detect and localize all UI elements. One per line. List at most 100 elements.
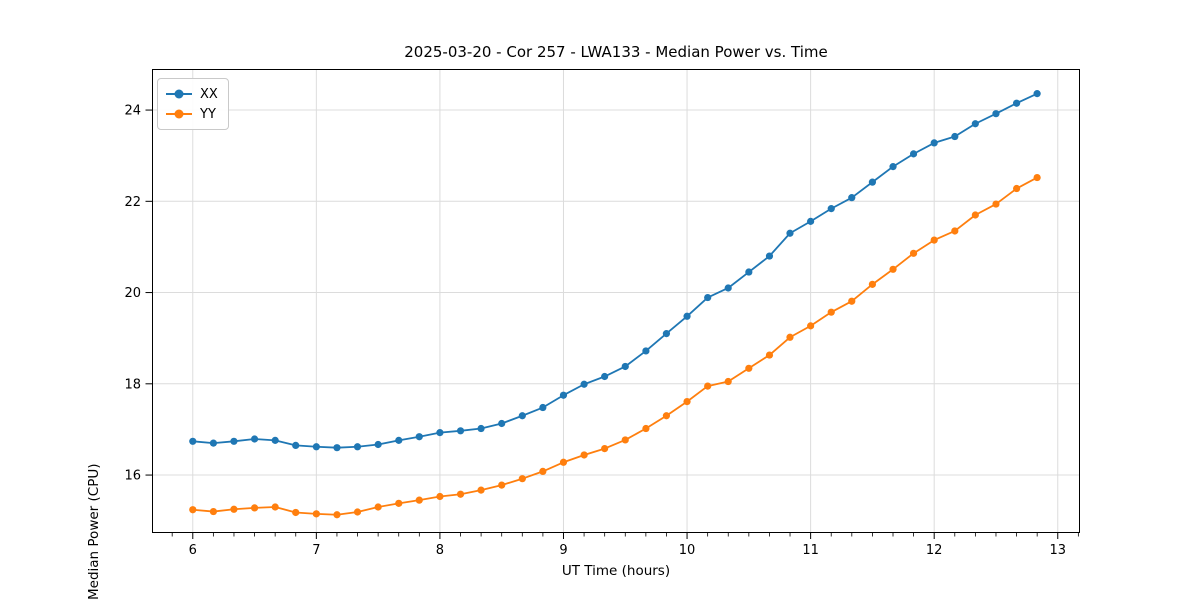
data-point-yy xyxy=(333,511,341,519)
data-point-xx xyxy=(230,437,238,445)
data-point-xx xyxy=(333,444,341,452)
data-point-yy xyxy=(786,333,794,341)
data-point-yy xyxy=(621,436,629,444)
legend-label-yy: YY xyxy=(200,106,216,122)
data-point-yy xyxy=(848,297,856,305)
x-axis-label: UT Time (hours) xyxy=(561,563,671,579)
y-tick-label: 20 xyxy=(124,286,141,301)
series-xx-line-marker-icon xyxy=(166,89,192,99)
data-point-xx xyxy=(662,330,671,338)
data-point-xx xyxy=(807,217,815,225)
data-point-xx xyxy=(724,284,732,292)
data-point-yy xyxy=(889,265,897,273)
legend-label-xx: XX xyxy=(200,86,218,102)
data-point-xx xyxy=(642,347,650,355)
data-point-yy xyxy=(436,492,444,501)
data-point-xx xyxy=(1013,99,1021,107)
data-point-yy xyxy=(189,506,197,514)
data-point-xx xyxy=(786,229,794,237)
data-point-yy xyxy=(312,510,320,518)
data-point-yy xyxy=(704,382,712,390)
data-point-yy xyxy=(209,507,218,516)
data-point-yy xyxy=(518,475,526,483)
data-point-yy xyxy=(374,503,382,511)
data-point-yy xyxy=(683,398,691,406)
data-point-xx xyxy=(250,435,259,443)
data-point-yy xyxy=(642,424,650,433)
data-point-xx xyxy=(745,268,753,276)
data-point-xx xyxy=(909,150,918,158)
data-point-xx xyxy=(189,437,197,445)
data-point-xx xyxy=(683,312,691,320)
y-tick-label: 24 xyxy=(124,104,141,119)
data-point-yy xyxy=(559,458,568,466)
data-point-xx xyxy=(868,178,877,186)
data-point-yy xyxy=(745,364,753,372)
data-point-yy xyxy=(271,503,279,511)
data-point-yy xyxy=(827,308,835,316)
data-point-xx xyxy=(353,443,362,451)
data-point-xx xyxy=(1033,90,1041,98)
legend-item-xx: XX xyxy=(166,84,218,104)
data-point-yy xyxy=(539,467,547,476)
data-point-yy xyxy=(230,505,238,513)
series-line-xx xyxy=(192,92,1038,449)
data-point-yy xyxy=(250,504,259,512)
data-point-xx xyxy=(395,436,403,444)
data-point-xx xyxy=(436,429,444,437)
data-point-xx xyxy=(930,139,938,147)
data-point-xx xyxy=(477,424,485,433)
data-point-yy xyxy=(498,481,506,489)
data-point-xx xyxy=(456,427,465,435)
data-point-xx xyxy=(827,205,835,213)
data-point-yy xyxy=(971,211,979,219)
data-point-yy xyxy=(601,444,609,453)
data-point-yy xyxy=(868,280,877,288)
data-point-xx xyxy=(209,439,218,447)
x-tick-label: 8 xyxy=(436,543,444,558)
x-tick-label: 11 xyxy=(802,543,819,558)
data-point-xx xyxy=(848,194,856,202)
series-line-yy xyxy=(192,176,1038,516)
x-tick-label: 13 xyxy=(1049,543,1066,558)
data-point-xx xyxy=(992,110,1000,118)
series-yy-line-marker-icon xyxy=(166,109,192,119)
data-point-yy xyxy=(765,351,774,359)
axes-spines xyxy=(152,69,1080,533)
x-tick-label: 6 xyxy=(189,543,197,558)
legend-item-yy: YY xyxy=(166,104,218,124)
data-point-xx xyxy=(971,120,979,128)
data-point-xx xyxy=(518,412,526,420)
data-point-yy xyxy=(1013,184,1021,193)
data-point-xx xyxy=(539,403,547,412)
y-tick-label: 16 xyxy=(124,469,141,484)
x-tick-label: 7 xyxy=(312,543,320,558)
data-point-yy xyxy=(930,236,938,244)
data-point-xx xyxy=(292,441,300,450)
data-point-yy xyxy=(477,486,485,494)
x-tick-label: 9 xyxy=(559,543,567,558)
data-point-yy xyxy=(353,508,362,516)
data-point-yy xyxy=(951,227,959,235)
data-point-xx xyxy=(559,391,568,399)
data-point-xx xyxy=(415,433,423,441)
data-point-yy xyxy=(1033,173,1041,182)
data-point-xx xyxy=(601,372,609,381)
legend: XX YY xyxy=(157,78,229,130)
data-point-yy xyxy=(395,499,403,507)
y-tick-label: 22 xyxy=(124,195,141,210)
data-point-xx xyxy=(374,440,382,449)
data-point-yy xyxy=(992,200,1000,208)
data-point-xx xyxy=(498,419,506,428)
data-point-xx xyxy=(704,293,712,302)
data-point-yy xyxy=(662,412,671,420)
data-point-xx xyxy=(580,380,588,388)
data-point-yy xyxy=(415,496,423,504)
data-point-xx xyxy=(951,132,959,141)
data-point-xx xyxy=(312,443,320,451)
data-point-yy xyxy=(909,249,918,257)
data-point-yy xyxy=(456,490,465,498)
data-point-yy xyxy=(724,377,732,386)
